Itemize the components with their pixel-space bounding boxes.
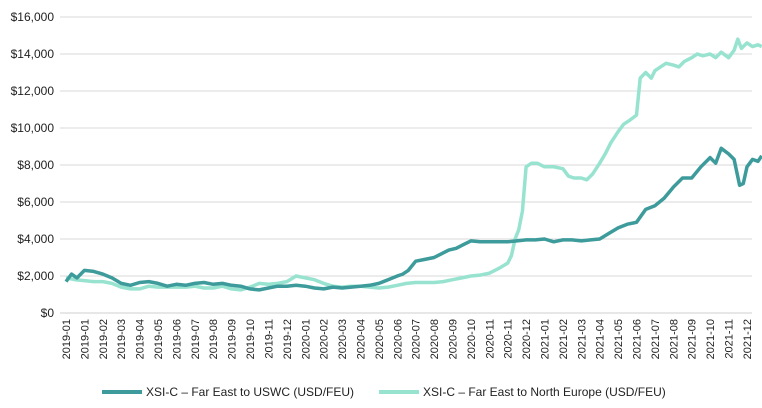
x-tick-label: 2020-01 <box>300 319 312 359</box>
x-tick-label: 2021-05 <box>613 319 625 359</box>
x-tick-label: 2019-12 <box>282 319 294 359</box>
x-tick-label: 2019-01 <box>79 319 91 359</box>
x-tick-label: 2019-07 <box>190 319 202 359</box>
x-tick-label: 2021-02 <box>558 319 570 359</box>
y-tick-label: $10,000 <box>11 121 55 135</box>
x-tick-label: 2019-02 <box>98 319 110 359</box>
x-tick-label: 2020-05 <box>374 319 386 359</box>
x-tick-label: 2020-08 <box>429 319 441 359</box>
x-tick-label: 2021-04 <box>595 319 607 359</box>
y-tick-label: $6,000 <box>17 195 54 209</box>
x-tick-label: 2021-09 <box>687 319 699 359</box>
x-tick-label: 2019-10 <box>245 319 257 359</box>
x-tick-label: 2021-06 <box>632 319 644 359</box>
x-tick-label: 2020-12 <box>521 319 533 359</box>
x-tick-label: 2020-09 <box>447 319 459 359</box>
y-tick-label: $2,000 <box>17 269 54 283</box>
x-axis-tick-labels: 2019-01 2019-01 2019-02 2019-03 2019-04 2019-… <box>61 319 754 359</box>
x-tick-label: 2020-04 <box>355 319 367 359</box>
x-tick-label: 2019-04 <box>135 319 147 359</box>
x-tick-label: 2021-07 <box>650 319 662 359</box>
x-tick-label: 2020-07 <box>411 319 423 359</box>
x-tick-label: 2021-11 <box>724 319 736 359</box>
legend-label-north-europe: XSI-C – Far East to North Europe (USD/FE… <box>423 385 666 399</box>
x-tick-label: 2019-03 <box>116 319 128 359</box>
y-tick-label: $4,000 <box>17 232 54 246</box>
x-tick-label: 2019-09 <box>227 319 239 359</box>
x-tick-label: 2020-06 <box>392 319 404 359</box>
x-tick-label: 2019-05 <box>153 319 165 359</box>
x-tick-label: 2020-10 <box>466 319 478 359</box>
legend-label-uswc: XSI-C – Far East to USWC (USD/FEU) <box>146 385 354 399</box>
x-tick-label: 2020-11 <box>484 319 496 359</box>
y-tick-label: $16,000 <box>11 10 55 24</box>
y-tick-label: $0 <box>41 306 55 320</box>
series-line-uswc <box>66 148 762 290</box>
x-tick-label: 2019-06 <box>171 319 183 359</box>
x-tick-label: 2019-08 <box>208 319 220 359</box>
x-tick-label: 2020-11 <box>503 319 515 359</box>
x-tick-label: 2021-10 <box>705 319 717 359</box>
y-tick-label: $12,000 <box>11 84 55 98</box>
x-tick-label: 2021-01 <box>540 319 552 359</box>
legend: XSI-C – Far East to USWC (USD/FEU) XSI-C… <box>102 385 666 399</box>
y-tick-label: $14,000 <box>11 47 55 61</box>
x-tick-label: 2020-02 <box>319 319 331 359</box>
gridlines <box>60 17 752 276</box>
y-tick-label: $8,000 <box>17 158 54 172</box>
y-axis-tick-labels: $0 $2,000 $4,000 $6,000 $8,000 $10,000 $12,000… <box>11 10 55 320</box>
x-tick-label: 2021-08 <box>668 319 680 359</box>
x-tick-label: 2020-03 <box>337 319 349 359</box>
x-tick-label: 2019-01 <box>61 319 73 359</box>
x-tick-label: 2021-03 <box>576 319 588 359</box>
x-tick-label: 2021-12 <box>742 319 754 359</box>
x-tick-label: 2019-11 <box>263 319 275 359</box>
